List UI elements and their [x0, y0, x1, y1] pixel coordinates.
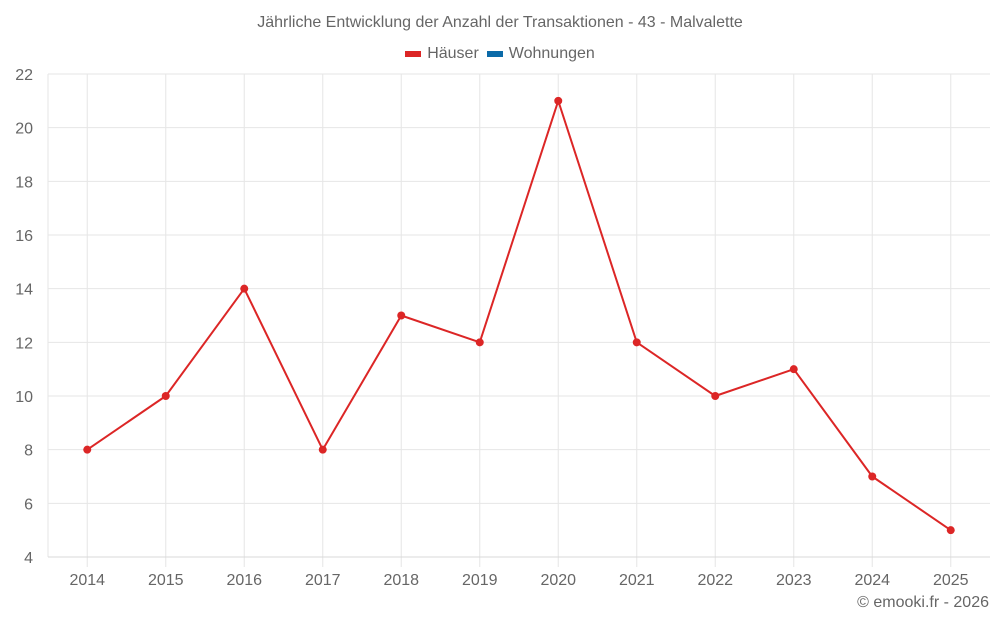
data-point[interactable] [789, 365, 798, 374]
chart-title: Jährliche Entwicklung der Anzahl der Tra… [257, 14, 743, 31]
series-haeuser [83, 96, 955, 535]
x-tick-label: 2014 [69, 572, 105, 589]
x-tick-label: 2017 [305, 572, 341, 589]
x-tick-label: 2023 [776, 572, 812, 589]
data-point[interactable] [554, 96, 563, 105]
y-tick-label: 12 [15, 335, 33, 352]
x-tick-label: 2022 [697, 572, 733, 589]
legend: Häuser Wohnungen [0, 45, 1000, 63]
y-tick-label: 8 [24, 443, 33, 460]
x-tick-label: 2018 [383, 572, 419, 589]
credits[interactable]: © emooki.fr - 2026 [857, 594, 989, 611]
x-tick-label: 2019 [462, 572, 498, 589]
x-tick-label: 2021 [619, 572, 655, 589]
x-tick-label: 2024 [854, 572, 890, 589]
y-tick-label: 10 [15, 389, 33, 406]
y-tick-label: 6 [24, 496, 33, 513]
data-point[interactable] [946, 526, 955, 535]
x-axis: 2014 2015 2016 2017 2018 2019 2020 2021 2022 2023… [48, 556, 990, 589]
y-tick-label: 18 [15, 174, 33, 191]
data-point[interactable] [868, 472, 877, 481]
data-point[interactable] [83, 445, 92, 454]
data-point[interactable] [475, 338, 484, 347]
x-tick-label: 2020 [540, 572, 576, 589]
data-point[interactable] [632, 338, 641, 347]
y-tick-label: 22 [15, 67, 33, 84]
legend-item-wohnungen[interactable]: Wohnungen [486, 45, 595, 63]
y-tick-label: 4 [24, 550, 33, 567]
y-axis: 4 6 8 10 12 14 16 18 20 22 [15, 67, 33, 567]
legend-item-haeuser[interactable]: Häuser [405, 45, 479, 63]
x-tick-label: 2025 [933, 572, 969, 589]
x-tick-label: 2016 [226, 572, 262, 589]
data-point[interactable] [161, 392, 170, 400]
data-point[interactable] [711, 392, 720, 400]
y-tick-label: 14 [15, 282, 33, 299]
grid-lines [47, 73, 990, 567]
legend-swatch-haeuser-icon [405, 51, 422, 57]
legend-label-haeuser: Häuser [427, 45, 479, 62]
legend-swatch-wohnungen-icon [486, 51, 503, 57]
data-point[interactable] [240, 284, 249, 293]
y-tick-label: 16 [15, 228, 33, 245]
legend-label-wohnungen: Wohnungen [508, 45, 595, 62]
x-tick-label: 2015 [148, 572, 184, 589]
data-point[interactable] [397, 311, 406, 320]
data-point[interactable] [318, 445, 327, 454]
y-tick-label: 20 [15, 121, 33, 138]
